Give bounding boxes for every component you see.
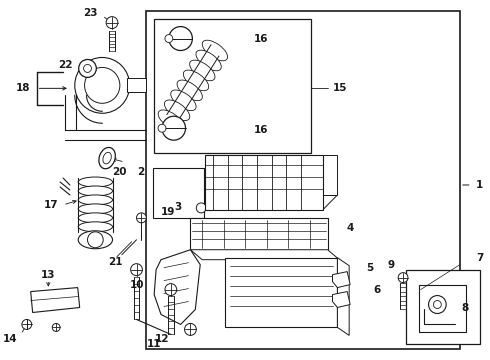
- Bar: [153, 168, 204, 218]
- Polygon shape: [205, 195, 338, 210]
- Text: 21: 21: [108, 257, 122, 267]
- Ellipse shape: [196, 50, 221, 71]
- Polygon shape: [31, 288, 80, 312]
- Text: 22: 22: [58, 60, 73, 71]
- Circle shape: [196, 203, 206, 213]
- Circle shape: [75, 58, 130, 113]
- Polygon shape: [333, 292, 350, 307]
- Circle shape: [84, 64, 92, 72]
- Text: 13: 13: [41, 270, 55, 280]
- Ellipse shape: [78, 195, 113, 205]
- Ellipse shape: [158, 110, 183, 131]
- Circle shape: [162, 116, 186, 140]
- Polygon shape: [220, 155, 338, 195]
- Bar: [154, 19, 311, 153]
- Circle shape: [22, 319, 32, 329]
- Bar: [147, 11, 460, 349]
- Bar: [419, 285, 466, 332]
- Text: 11: 11: [147, 339, 161, 349]
- Text: 19: 19: [161, 207, 175, 217]
- Bar: [205, 155, 323, 210]
- Ellipse shape: [78, 186, 113, 196]
- Text: 23: 23: [83, 8, 98, 18]
- Text: 5: 5: [366, 263, 373, 273]
- Bar: [127, 78, 147, 92]
- Ellipse shape: [165, 100, 190, 121]
- Circle shape: [79, 59, 97, 77]
- Ellipse shape: [78, 177, 113, 187]
- Circle shape: [137, 213, 147, 223]
- Ellipse shape: [103, 152, 111, 164]
- Ellipse shape: [78, 204, 113, 214]
- Circle shape: [429, 296, 446, 314]
- Text: 14: 14: [2, 334, 17, 345]
- Circle shape: [106, 17, 118, 28]
- Text: 6: 6: [374, 284, 381, 294]
- Polygon shape: [333, 272, 350, 288]
- Text: 3: 3: [174, 202, 182, 212]
- Circle shape: [169, 27, 193, 50]
- Circle shape: [88, 232, 103, 248]
- Text: 1: 1: [476, 180, 483, 190]
- Text: 16: 16: [254, 125, 269, 135]
- Polygon shape: [154, 250, 200, 324]
- Circle shape: [165, 35, 173, 42]
- Ellipse shape: [99, 148, 115, 169]
- Polygon shape: [338, 258, 349, 336]
- Text: 12: 12: [154, 334, 169, 345]
- Text: 17: 17: [44, 200, 58, 210]
- Circle shape: [185, 323, 196, 336]
- Circle shape: [398, 273, 408, 283]
- Ellipse shape: [78, 231, 113, 249]
- Ellipse shape: [78, 222, 113, 232]
- Circle shape: [434, 301, 441, 309]
- Polygon shape: [191, 250, 340, 260]
- Ellipse shape: [190, 60, 215, 81]
- Text: 18: 18: [16, 84, 31, 93]
- Text: 8: 8: [462, 302, 469, 312]
- Text: 2: 2: [137, 167, 145, 177]
- Ellipse shape: [78, 213, 113, 223]
- Text: 16: 16: [254, 33, 269, 44]
- Ellipse shape: [177, 80, 202, 101]
- Text: 15: 15: [333, 84, 347, 93]
- Circle shape: [131, 264, 143, 276]
- Circle shape: [158, 124, 166, 132]
- Ellipse shape: [183, 70, 209, 91]
- Circle shape: [85, 67, 120, 103]
- Text: 9: 9: [387, 260, 394, 270]
- Bar: [191, 218, 328, 250]
- Ellipse shape: [171, 90, 196, 111]
- Bar: [406, 270, 480, 345]
- Text: 4: 4: [346, 223, 354, 233]
- Ellipse shape: [202, 40, 227, 61]
- Bar: [225, 258, 338, 328]
- Circle shape: [52, 323, 60, 332]
- Text: 7: 7: [477, 253, 484, 263]
- Text: 20: 20: [112, 167, 126, 177]
- Text: 10: 10: [130, 280, 145, 289]
- Circle shape: [165, 284, 177, 296]
